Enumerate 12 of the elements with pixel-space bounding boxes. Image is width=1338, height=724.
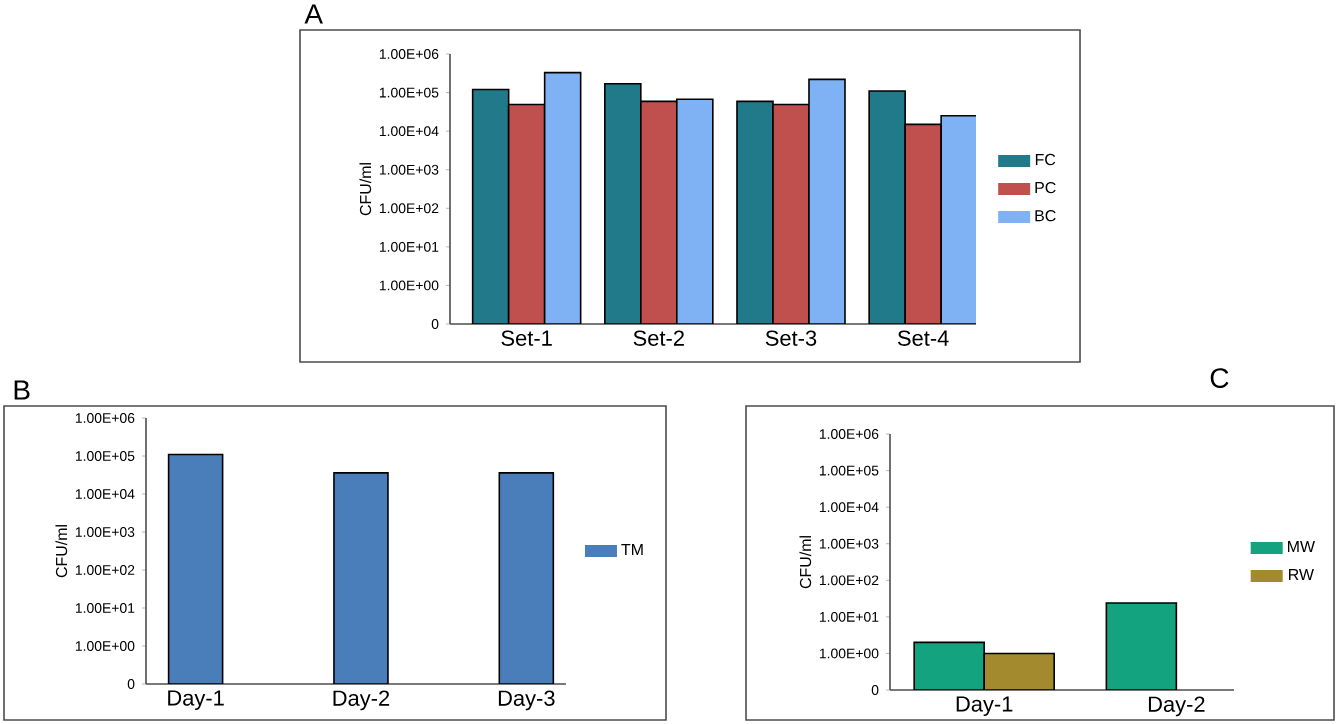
x-tick-label: Day-2	[333, 690, 390, 711]
chart-title: C	[1210, 368, 1229, 388]
chart-title: A	[304, 4, 323, 24]
x-tick-label: Day-1	[956, 696, 1013, 716]
x-tick-label: Day-2	[1148, 696, 1205, 717]
x-tick-label: Set-2	[633, 330, 684, 346]
x-tick-label: Day-1	[168, 690, 224, 710]
x-tick-label: Day-3	[498, 690, 555, 711]
chart-title: B	[14, 380, 30, 400]
x-tick-label: Set-3	[765, 330, 817, 346]
x-tick-label: Set-1	[501, 330, 552, 346]
x-tick-label: Set-4	[897, 330, 949, 346]
